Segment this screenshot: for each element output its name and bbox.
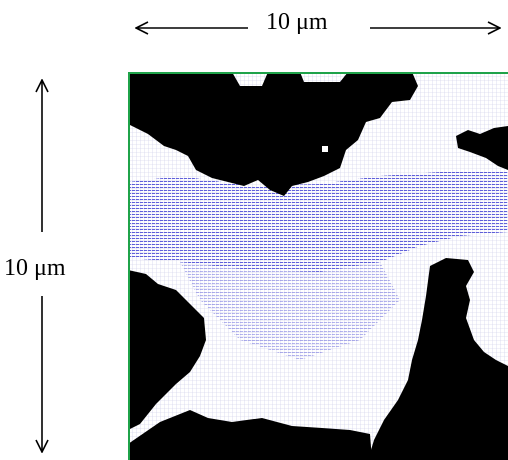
horizontal-scale-label: 10 μm: [266, 9, 328, 35]
solid-phase-left: [128, 270, 206, 430]
vertical-scale-label: 10 μm: [4, 255, 66, 281]
solid-phase-bottom: [128, 410, 372, 460]
micrograph-panel: [128, 72, 508, 460]
solid-phase-top-left: [128, 72, 418, 196]
solid-phase-top-right: [456, 126, 508, 170]
solid-phase-right: [368, 258, 508, 460]
flow-field-fringe: [180, 262, 400, 360]
flow-field: [128, 170, 508, 272]
